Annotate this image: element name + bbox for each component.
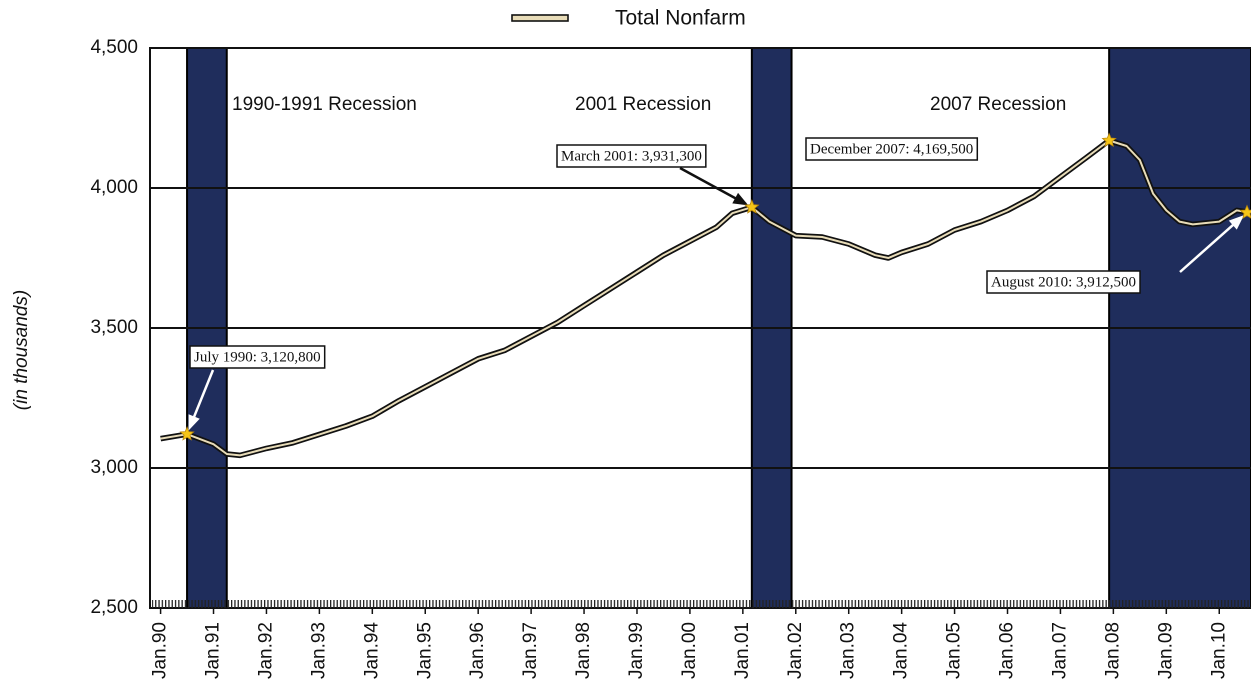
- annotation-arrowhead: [1228, 215, 1245, 230]
- y-tick-label: 2,500: [90, 597, 138, 618]
- x-tick-label: Jan.00: [679, 622, 700, 679]
- recession-label: 1990-1991 Recession: [232, 94, 417, 115]
- x-tick-label: Jan.08: [1102, 622, 1123, 679]
- annotation-box: [556, 144, 707, 168]
- annotation-box: [189, 345, 326, 369]
- x-tick-label: Jan.06: [997, 622, 1018, 679]
- recession-label: 2007 Recession: [930, 94, 1066, 115]
- annotation-star: [1101, 132, 1117, 148]
- annotation-star: [1239, 204, 1251, 220]
- x-tick-label: Jan.92: [255, 622, 276, 679]
- x-tick-label: Jan.99: [626, 622, 647, 679]
- x-tick-label: Jan.94: [361, 622, 382, 679]
- y-tick-label: 4,000: [90, 177, 138, 198]
- x-tick-label: Jan.95: [414, 622, 435, 679]
- minor-ticks: [152, 600, 1251, 608]
- x-tick-label: Jan.01: [732, 622, 753, 679]
- annotation-text: December 2007: 4,169,500: [810, 141, 973, 157]
- annotation-text: August 2010: 3,912,500: [991, 274, 1136, 290]
- y-tick-label: 4,500: [90, 37, 138, 58]
- annotation-arrowhead: [732, 192, 749, 206]
- y-tick-label: 3,000: [90, 457, 138, 478]
- x-tick-label: Jan.97: [520, 622, 541, 679]
- x-tick-label: Jan.93: [308, 622, 329, 679]
- x-tick-label: Jan.96: [467, 622, 488, 679]
- x-tick-label: Jan.05: [944, 622, 965, 679]
- recession-label: 2001 Recession: [575, 94, 711, 115]
- annotation-text: March 2001: 3,931,300: [561, 148, 702, 164]
- x-tick-label: Jan.07: [1049, 622, 1070, 679]
- legend-label: Total Nonfarm: [615, 7, 746, 30]
- legend-swatch: [511, 14, 569, 22]
- annotation-text: July 1990: 3,120,800: [194, 349, 321, 365]
- x-tick-label: Jan.02: [785, 622, 806, 679]
- x-tick-label: Jan.91: [203, 622, 224, 679]
- y-tick-label: 3,500: [90, 317, 138, 338]
- annotation-arrow: [1179, 216, 1243, 273]
- y-axis-label: (in thousands): [11, 290, 32, 410]
- x-tick-label: Jan.04: [891, 622, 912, 679]
- x-tick-label: Jan.09: [1155, 622, 1176, 679]
- annotation-box: [805, 137, 979, 161]
- legend: Total Nonfarm: [511, 7, 746, 30]
- x-tick-label: Jan.98: [573, 622, 594, 679]
- annotation-arrow: [679, 166, 747, 205]
- x-tick-label: Jan.90: [150, 622, 171, 679]
- annotation-star: [744, 199, 760, 214]
- annotation-box: [986, 270, 1141, 294]
- x-tick-label: Jan.03: [838, 622, 859, 679]
- annotation-arrowhead: [188, 414, 200, 431]
- annotation-star: [179, 426, 195, 441]
- x-tick-label: Jan.10: [1208, 622, 1229, 679]
